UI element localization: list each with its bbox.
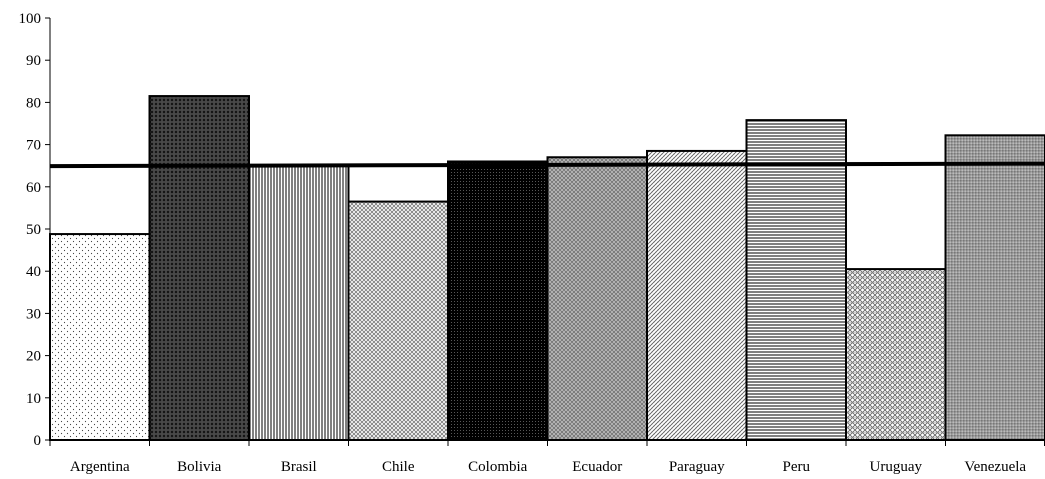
x-tick-label-bolivia: Bolivia xyxy=(177,459,222,475)
x-tick-label-chile: Chile xyxy=(382,459,415,475)
y-tick-label: 80 xyxy=(26,95,41,111)
x-tick-label-venezuela: Venezuela xyxy=(964,459,1026,475)
y-tick-label: 10 xyxy=(26,391,41,407)
x-tick-label-brasil: Brasil xyxy=(281,459,317,475)
x-tick-label-ecuador: Ecuador xyxy=(572,459,622,475)
y-tick-label: 0 xyxy=(34,433,42,449)
y-axis: 0 10 20 30 40 50 60 70 80 90 100 xyxy=(19,11,51,449)
y-tick-label: 30 xyxy=(26,306,41,322)
y-tick-label: 100 xyxy=(19,11,42,27)
bars-layer xyxy=(49,95,1045,442)
bar-paraguay xyxy=(646,149,748,441)
x-tick-label-uruguay: Uruguay xyxy=(870,459,923,475)
x-tick-label-peru: Peru xyxy=(783,459,811,475)
bar-colombia xyxy=(447,160,549,441)
x-tick-label-argentina: Argentina xyxy=(70,459,130,475)
y-tick-label: 40 xyxy=(26,264,41,280)
bar-venezuela xyxy=(944,134,1045,441)
x-axis: Argentina Bolivia Brasil Chile Colombia Ecuad… xyxy=(49,439,1045,475)
y-tick-label: 60 xyxy=(26,180,41,196)
x-tick-label-colombia: Colombia xyxy=(468,459,528,475)
bar-bolivia xyxy=(148,95,250,441)
y-tick-label: 90 xyxy=(26,53,41,69)
y-tick-label: 70 xyxy=(26,138,41,154)
bar-ecuador xyxy=(546,156,648,441)
y-tick-label: 50 xyxy=(26,222,41,238)
reference-line-layer xyxy=(49,161,1045,169)
reference-line xyxy=(49,161,1045,169)
bar-uruguay xyxy=(845,268,947,441)
bar-argentina xyxy=(49,233,151,441)
bar-brasil xyxy=(248,164,350,441)
bar-chile xyxy=(347,200,449,441)
y-tick-label: 20 xyxy=(26,349,41,365)
x-tick-label-paraguay: Paraguay xyxy=(669,459,725,475)
bar-peru xyxy=(745,119,847,442)
